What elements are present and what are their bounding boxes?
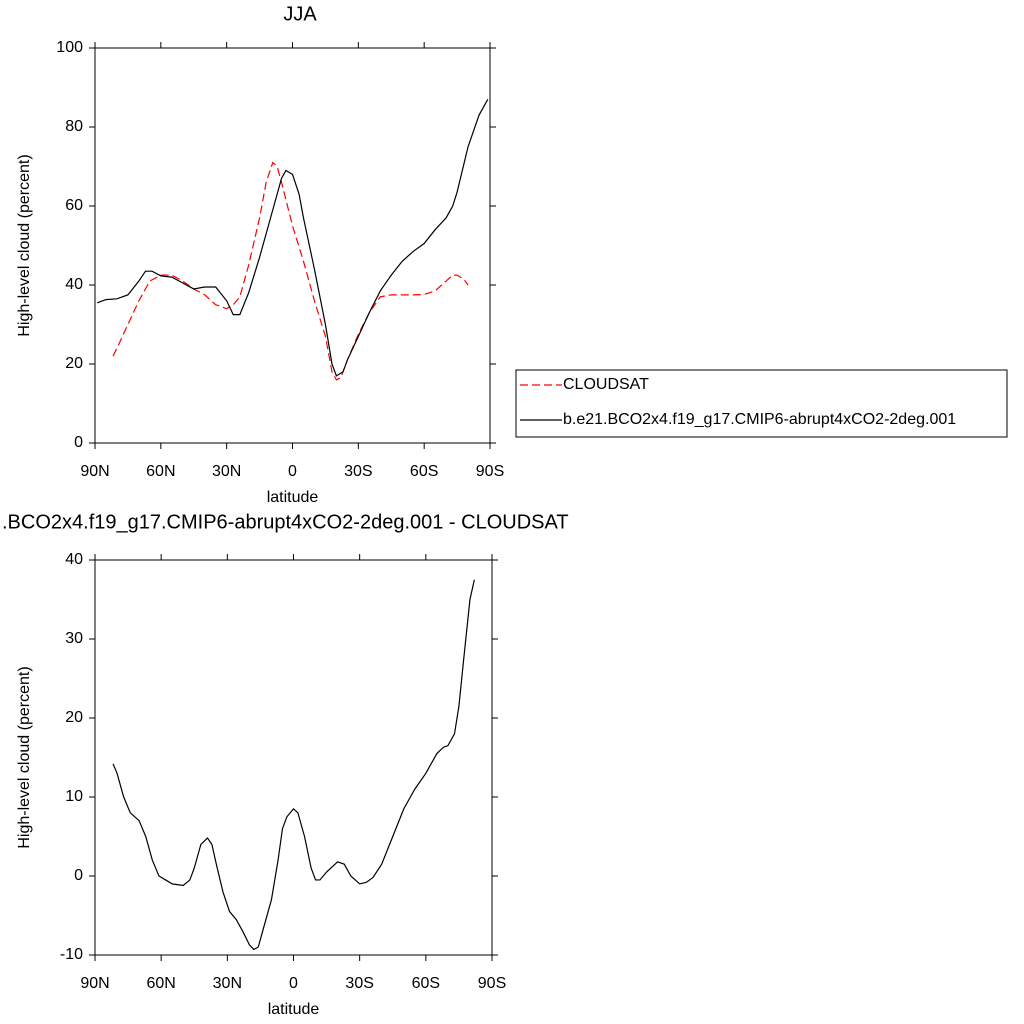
chart-title: JJA: [283, 3, 317, 25]
y-axis-label: High-level cloud (percent): [16, 666, 33, 848]
y-tick-label: -10: [60, 946, 83, 963]
y-tick-label: 100: [56, 39, 83, 56]
x-tick-label: 90S: [478, 975, 506, 992]
y-tick-label: 30: [65, 630, 83, 647]
chart-title: .BCO2x4.f19_g17.CMIP6-abrupt4xCO2-2deg.0…: [2, 511, 569, 533]
data-line: [96, 99, 489, 377]
x-tick-label: 90N: [80, 463, 109, 480]
y-axis-label: High-level cloud (percent): [16, 154, 33, 336]
y-tick-label: 0: [74, 434, 83, 451]
y-tick-label: 60: [65, 197, 83, 214]
x-tick-label: 30N: [213, 975, 242, 992]
data-line: [112, 161, 469, 381]
x-tick-label: 60N: [146, 975, 175, 992]
x-axis-label: latitude: [267, 489, 319, 506]
x-tick-label: 60N: [146, 463, 175, 480]
plot-frame: [94, 47, 491, 444]
x-tick-label: 60S: [410, 463, 438, 480]
y-tick-label: 20: [65, 709, 83, 726]
x-tick-label: 0: [289, 975, 298, 992]
y-tick-label: 40: [65, 551, 83, 568]
x-tick-label: 0: [288, 463, 297, 480]
y-tick-label: 20: [65, 355, 83, 372]
x-tick-label: 60S: [412, 975, 440, 992]
x-tick-label: 30S: [344, 463, 372, 480]
y-tick-label: 40: [65, 276, 83, 293]
x-tick-label: 90N: [80, 975, 109, 992]
x-tick-label: 90S: [476, 463, 504, 480]
y-tick-label: 80: [65, 118, 83, 135]
x-tick-label: 30N: [212, 463, 241, 480]
legend-box: [515, 369, 1008, 438]
data-line: [112, 579, 475, 951]
y-tick-label: 0: [74, 867, 83, 884]
x-axis-label: latitude: [268, 1001, 320, 1018]
legend-label: b.e21.BCO2x4.f19_g17.CMIP6-abrupt4xCO2-2…: [563, 411, 956, 428]
y-tick-label: 10: [65, 788, 83, 805]
legend-label: CLOUDSAT: [563, 376, 649, 393]
x-tick-label: 30S: [345, 975, 373, 992]
plot-frame: [94, 559, 493, 956]
